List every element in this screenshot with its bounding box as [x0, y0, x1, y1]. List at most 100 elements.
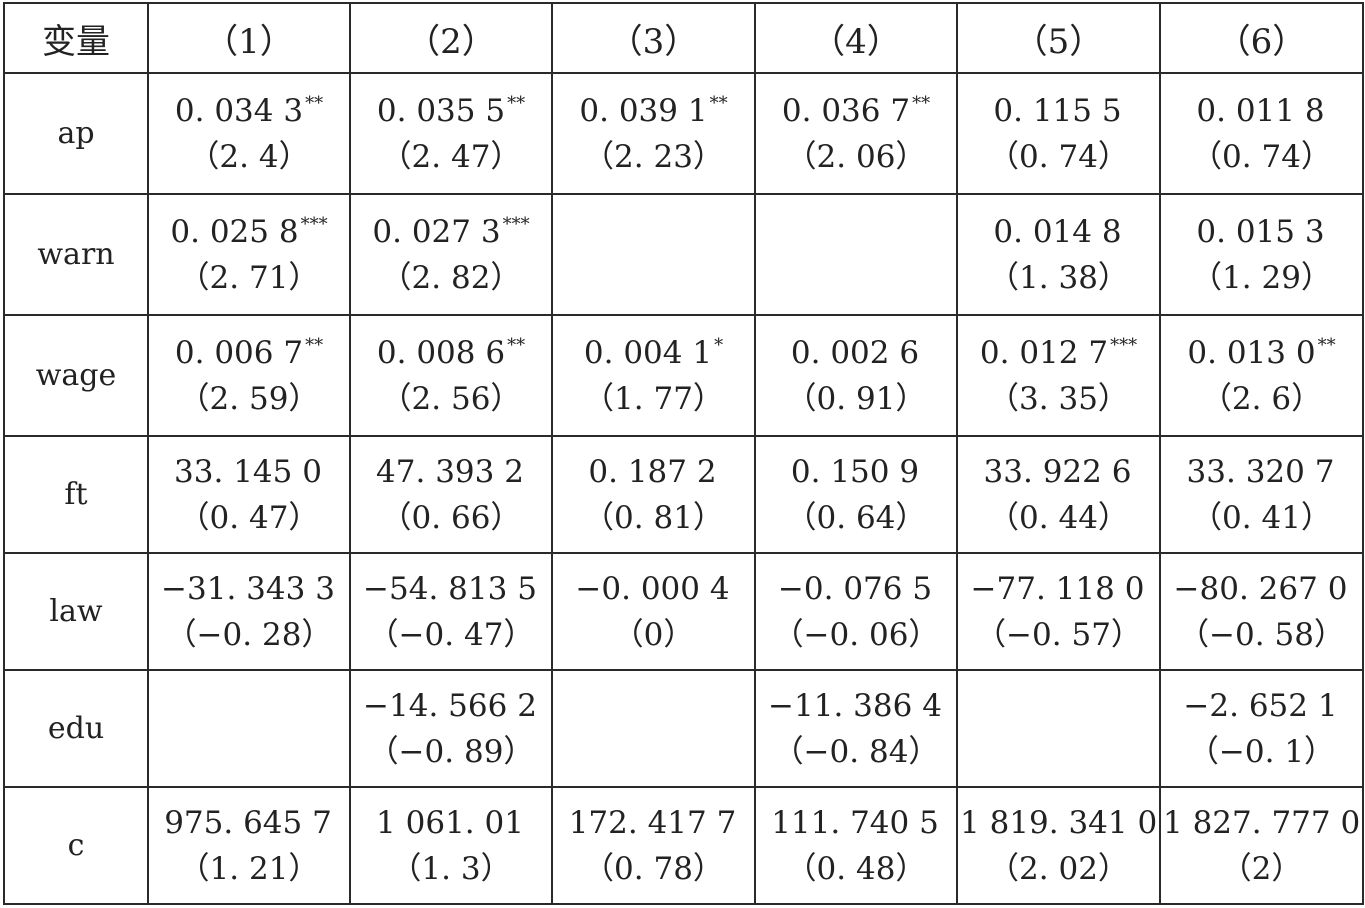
coefficient: 0. 187 2 [588, 453, 717, 490]
coefficient-line: 0. 002 6 [758, 330, 954, 376]
coefficient: −31. 343 3 [161, 570, 335, 607]
t-statistic: （0. 91） [785, 380, 927, 417]
coefficient: 0. 027 3 [372, 213, 501, 250]
t-statistic: （2. 06） [785, 138, 927, 175]
table-cell: 47. 393 2 （0. 66） [349, 435, 553, 555]
coefficient: 0. 014 8 [993, 213, 1122, 250]
coefficient: −0. 076 5 [777, 570, 933, 607]
coefficient-line: 172. 417 7 [555, 800, 752, 846]
table-row: ft 33. 145 0 （0. 47） 47. 393 2 （0. 66） 0. 187… [3, 435, 1364, 555]
header-model-6: （6） [1159, 2, 1364, 74]
table-cell [147, 669, 351, 788]
coefficient-line: 0. 187 2 [555, 449, 752, 495]
significance-stars: *** [502, 214, 530, 236]
coefficient-line: 0. 011 8 [1163, 88, 1360, 134]
t-statistic: （2. 02） [988, 850, 1129, 887]
coefficient: −11. 386 4 [768, 687, 942, 724]
coefficient-line [960, 706, 1157, 752]
table-cell: −80. 267 0 （−0. 58） [1159, 552, 1364, 672]
coefficient-line: 33. 320 7 [1163, 449, 1360, 495]
t-statistic: （−0. 58） [1178, 616, 1345, 653]
t-statistic: （−0. 1） [1187, 733, 1336, 770]
variable-name: law [3, 552, 149, 672]
coefficient: −14. 566 2 [363, 687, 537, 724]
coefficient-line: 33. 145 0 [151, 449, 347, 495]
coefficient: −0. 000 4 [575, 570, 730, 607]
significance-stars: ** [305, 93, 324, 115]
t-statistic: （2. 4） [188, 138, 310, 175]
table-row: law −31. 343 3 （−0. 28） −54. 813 5 （−0. 47） −… [3, 552, 1364, 672]
coefficient-line: 1 819. 341 0** [960, 800, 1157, 846]
t-statistic: （1. 77） [583, 380, 724, 417]
coefficient: 975. 645 7 [164, 804, 332, 841]
coefficient-line: 975. 645 7 [151, 800, 347, 846]
coefficient: 0. 150 9 [790, 453, 920, 490]
table-cell: 0. 002 6 （0. 91） [754, 314, 958, 438]
coefficient-line: 47. 393 2 [353, 449, 549, 495]
t-statistic: （0. 74） [988, 138, 1129, 175]
coefficient-line: 0. 008 6 ** [353, 330, 549, 376]
table-cell: 0. 150 9 （0. 64） [754, 435, 958, 555]
coefficient-line: 0. 006 7 ** [151, 330, 347, 376]
coefficient-line: 0. 012 7 *** [960, 330, 1157, 376]
coefficient-line: 111. 740 5 [758, 800, 954, 846]
coefficient-line [151, 706, 347, 752]
coefficient: −2. 652 1 [1183, 687, 1338, 724]
table-cell [551, 193, 756, 317]
coefficient: 1 061. 01 [376, 804, 524, 841]
table-cell: 0. 012 7 *** （3. 35） [956, 314, 1161, 438]
coefficient-line: 0. 115 5 [960, 88, 1157, 134]
t-statistic: （2. 6） [1200, 380, 1323, 417]
table-cell: 0. 015 3 （1. 29） [1159, 193, 1364, 317]
significance-stars: *** [1110, 335, 1138, 357]
coefficient: 0. 004 1 [583, 334, 713, 371]
table-body: ap 0. 034 3 ** （2. 4） 0. 035 5 ** （2. 47） 0. 03… [3, 71, 1364, 905]
t-statistic: （2. 82） [380, 259, 522, 296]
variable-name: c [3, 786, 149, 905]
t-statistic: （2. 56） [380, 380, 522, 417]
header-model-4: （4） [754, 2, 958, 74]
variable-name: wage [3, 314, 149, 438]
table-row: warn 0. 025 8 *** （2. 71） 0. 027 3 *** （2. 82）… [3, 193, 1364, 317]
coefficient-line: −54. 813 5 [353, 566, 549, 612]
t-statistic: （0. 74） [1191, 138, 1332, 175]
coefficient-line [758, 232, 954, 278]
t-statistic: （0. 48） [785, 850, 927, 887]
coefficient: 33. 922 6 [983, 453, 1132, 490]
t-statistic: （−0. 84） [772, 733, 940, 770]
variable-name: ap [3, 71, 149, 196]
t-statistic: （2） [1220, 850, 1303, 887]
table-cell: −0. 076 5 （−0. 06） [754, 552, 958, 672]
table-cell: 1 061. 01 （1. 3） [349, 786, 553, 905]
table-cell: 0. 013 0 ** （2. 6） [1159, 314, 1364, 438]
significance-stars: ** [912, 93, 931, 115]
table-cell [551, 669, 756, 788]
t-statistic: （0. 44） [988, 499, 1129, 536]
table-row: edu −14. 566 2 （−0. 89） −11. 386 4 （−0. 84） −… [3, 669, 1364, 788]
table-cell: 0. 027 3 *** （2. 82） [349, 193, 553, 317]
coefficient: 0. 034 3 [174, 92, 304, 129]
table-cell: 111. 740 5 （0. 48） [754, 786, 958, 905]
table-cell: 0. 025 8 *** （2. 71） [147, 193, 351, 317]
coefficient: 47. 393 2 [376, 453, 524, 490]
coefficient: 33. 145 0 [174, 453, 322, 490]
table-cell: 0. 034 3 ** （2. 4） [147, 71, 351, 196]
coefficient-line: 1 061. 01 [353, 800, 549, 846]
coefficient: 0. 002 6 [790, 334, 920, 371]
header-model-1: （1） [147, 2, 351, 74]
significance-stars: ** [507, 335, 526, 357]
coefficient-line [555, 232, 752, 278]
coefficient: −80. 267 0 [1173, 570, 1348, 607]
t-statistic: （0. 66） [380, 499, 522, 536]
coefficient: 172. 417 7 [568, 804, 737, 841]
coefficient-line: −11. 386 4 [758, 683, 954, 729]
coefficient-line: 0. 004 1 * [555, 330, 752, 376]
coefficient-line: 0. 014 8 [960, 209, 1157, 255]
significance-stars: ** [709, 93, 728, 115]
coefficient-line: 0. 013 0 ** [1163, 330, 1360, 376]
coefficient: 1 827. 777 0 [1163, 804, 1361, 841]
coefficient: 111. 740 5 [771, 804, 939, 841]
table-cell: 0. 039 1 ** （2. 23） [551, 71, 756, 196]
coefficient: 0. 011 8 [1196, 92, 1325, 129]
header-row: 变量 （1） （2） （3） （4） （5） （6） [3, 2, 1364, 74]
